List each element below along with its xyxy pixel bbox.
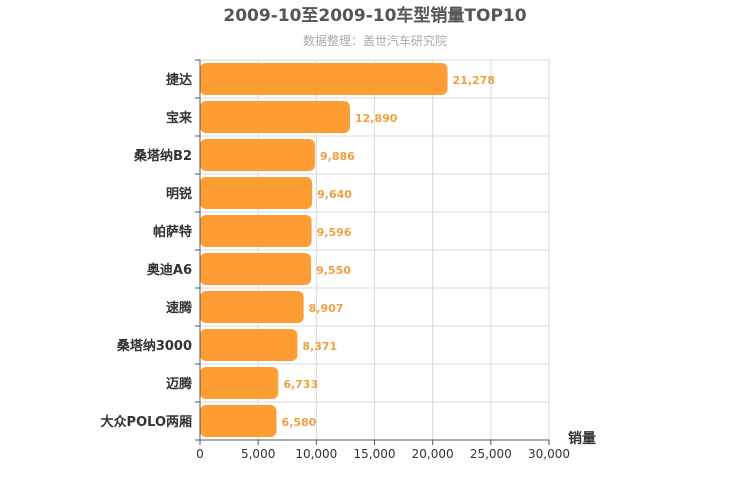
value-label: 6,580 [282, 416, 317, 429]
bar [200, 405, 277, 437]
category-label: 捷达 [166, 72, 192, 88]
category-label: 桑塔纳B2 [133, 148, 192, 164]
bar [200, 215, 312, 247]
category-label: 明锐 [166, 186, 192, 202]
value-label: 9,550 [316, 264, 351, 277]
value-label: 6,733 [283, 378, 318, 391]
value-label: 9,640 [317, 188, 352, 201]
chart-subtitle: 数据整理：盖世汽车研究院 [303, 33, 447, 48]
x-tick-label: 15,000 [354, 447, 396, 461]
bar [200, 63, 448, 95]
bar [200, 367, 279, 399]
bar [200, 291, 304, 323]
x-tick-label: 10,000 [295, 447, 337, 461]
bar-layer: 21,278 12,890 9,886 9,640 9,596 9,550 8,907 8,3… [200, 63, 495, 437]
x-tick-label: 30,000 [528, 447, 570, 461]
chart-title: 2009-10至2009-10车型销量TOP10 [223, 5, 526, 26]
category-label: 迈腾 [166, 376, 193, 392]
x-tick-label: 25,000 [470, 447, 512, 461]
bar [200, 177, 313, 209]
value-label: 12,890 [355, 112, 398, 125]
value-label: 9,596 [317, 226, 352, 239]
value-label: 9,886 [320, 150, 355, 163]
value-label: 8,371 [302, 340, 337, 353]
x-tick-label: 0 [196, 447, 204, 461]
category-label: 桑塔纳3000 [116, 338, 192, 354]
value-label: 8,907 [309, 302, 344, 315]
bar [200, 253, 312, 285]
bar [200, 139, 316, 171]
category-label: 奥迪A6 [147, 262, 192, 278]
bar [200, 101, 350, 133]
category-label: 宝来 [166, 110, 193, 126]
x-axis-title: 销量 [568, 430, 596, 447]
category-label: 速腾 [166, 300, 193, 316]
value-label: 21,278 [453, 74, 495, 87]
category-label: 大众POLO两厢 [101, 414, 192, 430]
bar [200, 329, 298, 361]
x-tick-label: 20,000 [412, 447, 454, 461]
x-tick-label: 5,000 [241, 447, 275, 461]
category-label: 帕萨特 [153, 224, 192, 240]
